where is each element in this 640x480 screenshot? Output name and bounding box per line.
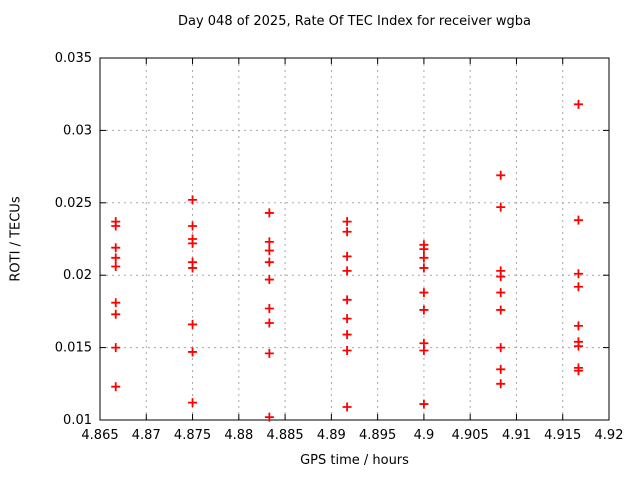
data-point	[496, 288, 506, 298]
data-point	[573, 282, 583, 292]
y-tick-label: 0.02	[63, 268, 92, 283]
y-tick-label: 0.03	[63, 123, 92, 138]
data-point	[573, 269, 583, 279]
data-point	[264, 348, 274, 358]
y-tick-label: 0.015	[55, 341, 92, 356]
data-point	[496, 343, 506, 353]
data-point	[111, 243, 121, 253]
data-point	[496, 170, 506, 180]
y-tick-label: 0.025	[55, 196, 92, 211]
y-tick-label: 0.035	[55, 51, 92, 66]
data-point	[496, 272, 506, 282]
data-point	[188, 347, 198, 357]
data-point	[419, 305, 429, 315]
data-point	[419, 253, 429, 263]
data-point	[188, 398, 198, 408]
data-point	[342, 295, 352, 305]
data-point	[188, 319, 198, 329]
data-point	[342, 345, 352, 355]
x-tick-label: 4.885	[266, 428, 303, 443]
data-point	[342, 227, 352, 237]
data-point	[264, 304, 274, 314]
chart-title: Day 048 of 2025, Rate Of TEC Index for r…	[177, 14, 532, 29]
data-point	[111, 343, 121, 353]
data-point	[111, 221, 121, 231]
data-point	[419, 399, 429, 409]
data-point	[188, 195, 198, 205]
data-point	[264, 237, 274, 247]
data-point	[419, 244, 429, 254]
data-point	[342, 217, 352, 227]
data-point	[496, 305, 506, 315]
data-point	[496, 364, 506, 374]
data-point	[419, 288, 429, 298]
data-point	[188, 238, 198, 248]
data-point	[111, 298, 121, 308]
x-axis-label: GPS time / hours	[300, 453, 409, 468]
data-point	[419, 263, 429, 273]
plot-border	[99, 57, 610, 421]
data-point	[111, 262, 121, 272]
data-point	[264, 257, 274, 267]
data-point	[264, 412, 274, 422]
data-point	[573, 215, 583, 225]
data-point	[264, 246, 274, 256]
x-tick-label: 4.865	[81, 428, 118, 443]
x-tick-label: 4.905	[452, 428, 489, 443]
x-tick-label: 4.88	[224, 428, 253, 443]
x-tick-label: 4.91	[502, 428, 531, 443]
data-point	[342, 314, 352, 324]
data-point	[342, 251, 352, 261]
data-point	[264, 275, 274, 285]
data-point	[573, 366, 583, 376]
data-point	[264, 208, 274, 218]
x-tick-label: 4.92	[595, 428, 624, 443]
x-tick-label: 4.9	[414, 428, 435, 443]
data-point	[573, 321, 583, 331]
data-point	[496, 202, 506, 212]
data-point	[111, 253, 121, 263]
y-tick-label: 0.01	[63, 413, 92, 428]
data-point	[496, 379, 506, 389]
data-point	[264, 318, 274, 328]
data-point	[419, 345, 429, 355]
x-tick-label: 4.89	[317, 428, 346, 443]
x-tick-label: 4.875	[174, 428, 211, 443]
data-point	[573, 341, 583, 351]
data-point	[111, 382, 121, 392]
x-tick-label: 4.87	[132, 428, 161, 443]
x-tick-label: 4.895	[359, 428, 396, 443]
data-point	[342, 402, 352, 412]
data-point	[188, 263, 198, 273]
data-point	[573, 99, 583, 109]
data-point	[342, 266, 352, 276]
data-point	[188, 221, 198, 231]
data-point	[342, 330, 352, 340]
data-point	[111, 309, 121, 319]
x-tick-label: 4.915	[544, 428, 581, 443]
